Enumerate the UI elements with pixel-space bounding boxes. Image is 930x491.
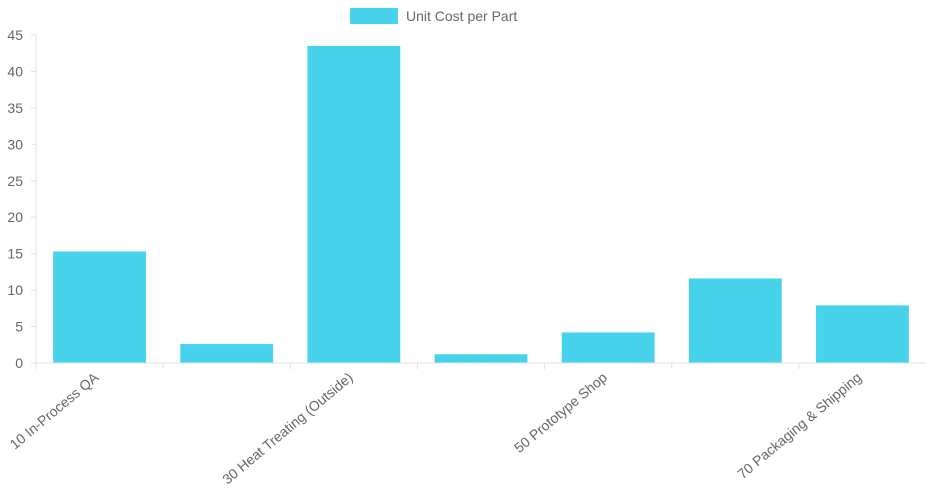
bar[interactable] xyxy=(434,354,528,363)
bar[interactable] xyxy=(53,251,146,363)
y-tick-label: 20 xyxy=(7,209,23,225)
legend-label: Unit Cost per Part xyxy=(406,8,517,24)
y-tick-label: 35 xyxy=(7,100,23,116)
y-axis: 0 5 10 15 20 25 30 35 40 45 xyxy=(7,27,37,371)
bars xyxy=(53,45,909,363)
x-axis: 10 In-Process QA 30 Heat Treating (Outsid… xyxy=(7,362,926,487)
y-tick-label: 45 xyxy=(7,27,23,43)
bar[interactable] xyxy=(307,45,401,363)
y-tick-label: 40 xyxy=(7,63,23,79)
bar[interactable] xyxy=(561,332,655,363)
y-tick-label: 5 xyxy=(15,319,23,335)
x-tick-label: 50 Prototype Shop xyxy=(511,369,610,456)
y-tick-label: 0 xyxy=(15,355,23,371)
y-tick-label: 30 xyxy=(7,136,23,152)
x-tick-label: 30 Heat Treating (Outside) xyxy=(219,369,356,487)
x-tick-label: 70 Packaging & Shipping xyxy=(734,369,864,482)
y-tick-label: 10 xyxy=(7,282,23,298)
y-tick-label: 25 xyxy=(7,173,23,189)
legend-swatch xyxy=(350,8,398,24)
x-tick-label: 10 In-Process QA xyxy=(7,369,102,453)
bar[interactable] xyxy=(816,305,909,363)
legend[interactable]: Unit Cost per Part xyxy=(350,8,517,24)
y-tick-label: 15 xyxy=(7,246,23,262)
bar[interactable] xyxy=(180,344,274,363)
bar[interactable] xyxy=(688,278,782,363)
